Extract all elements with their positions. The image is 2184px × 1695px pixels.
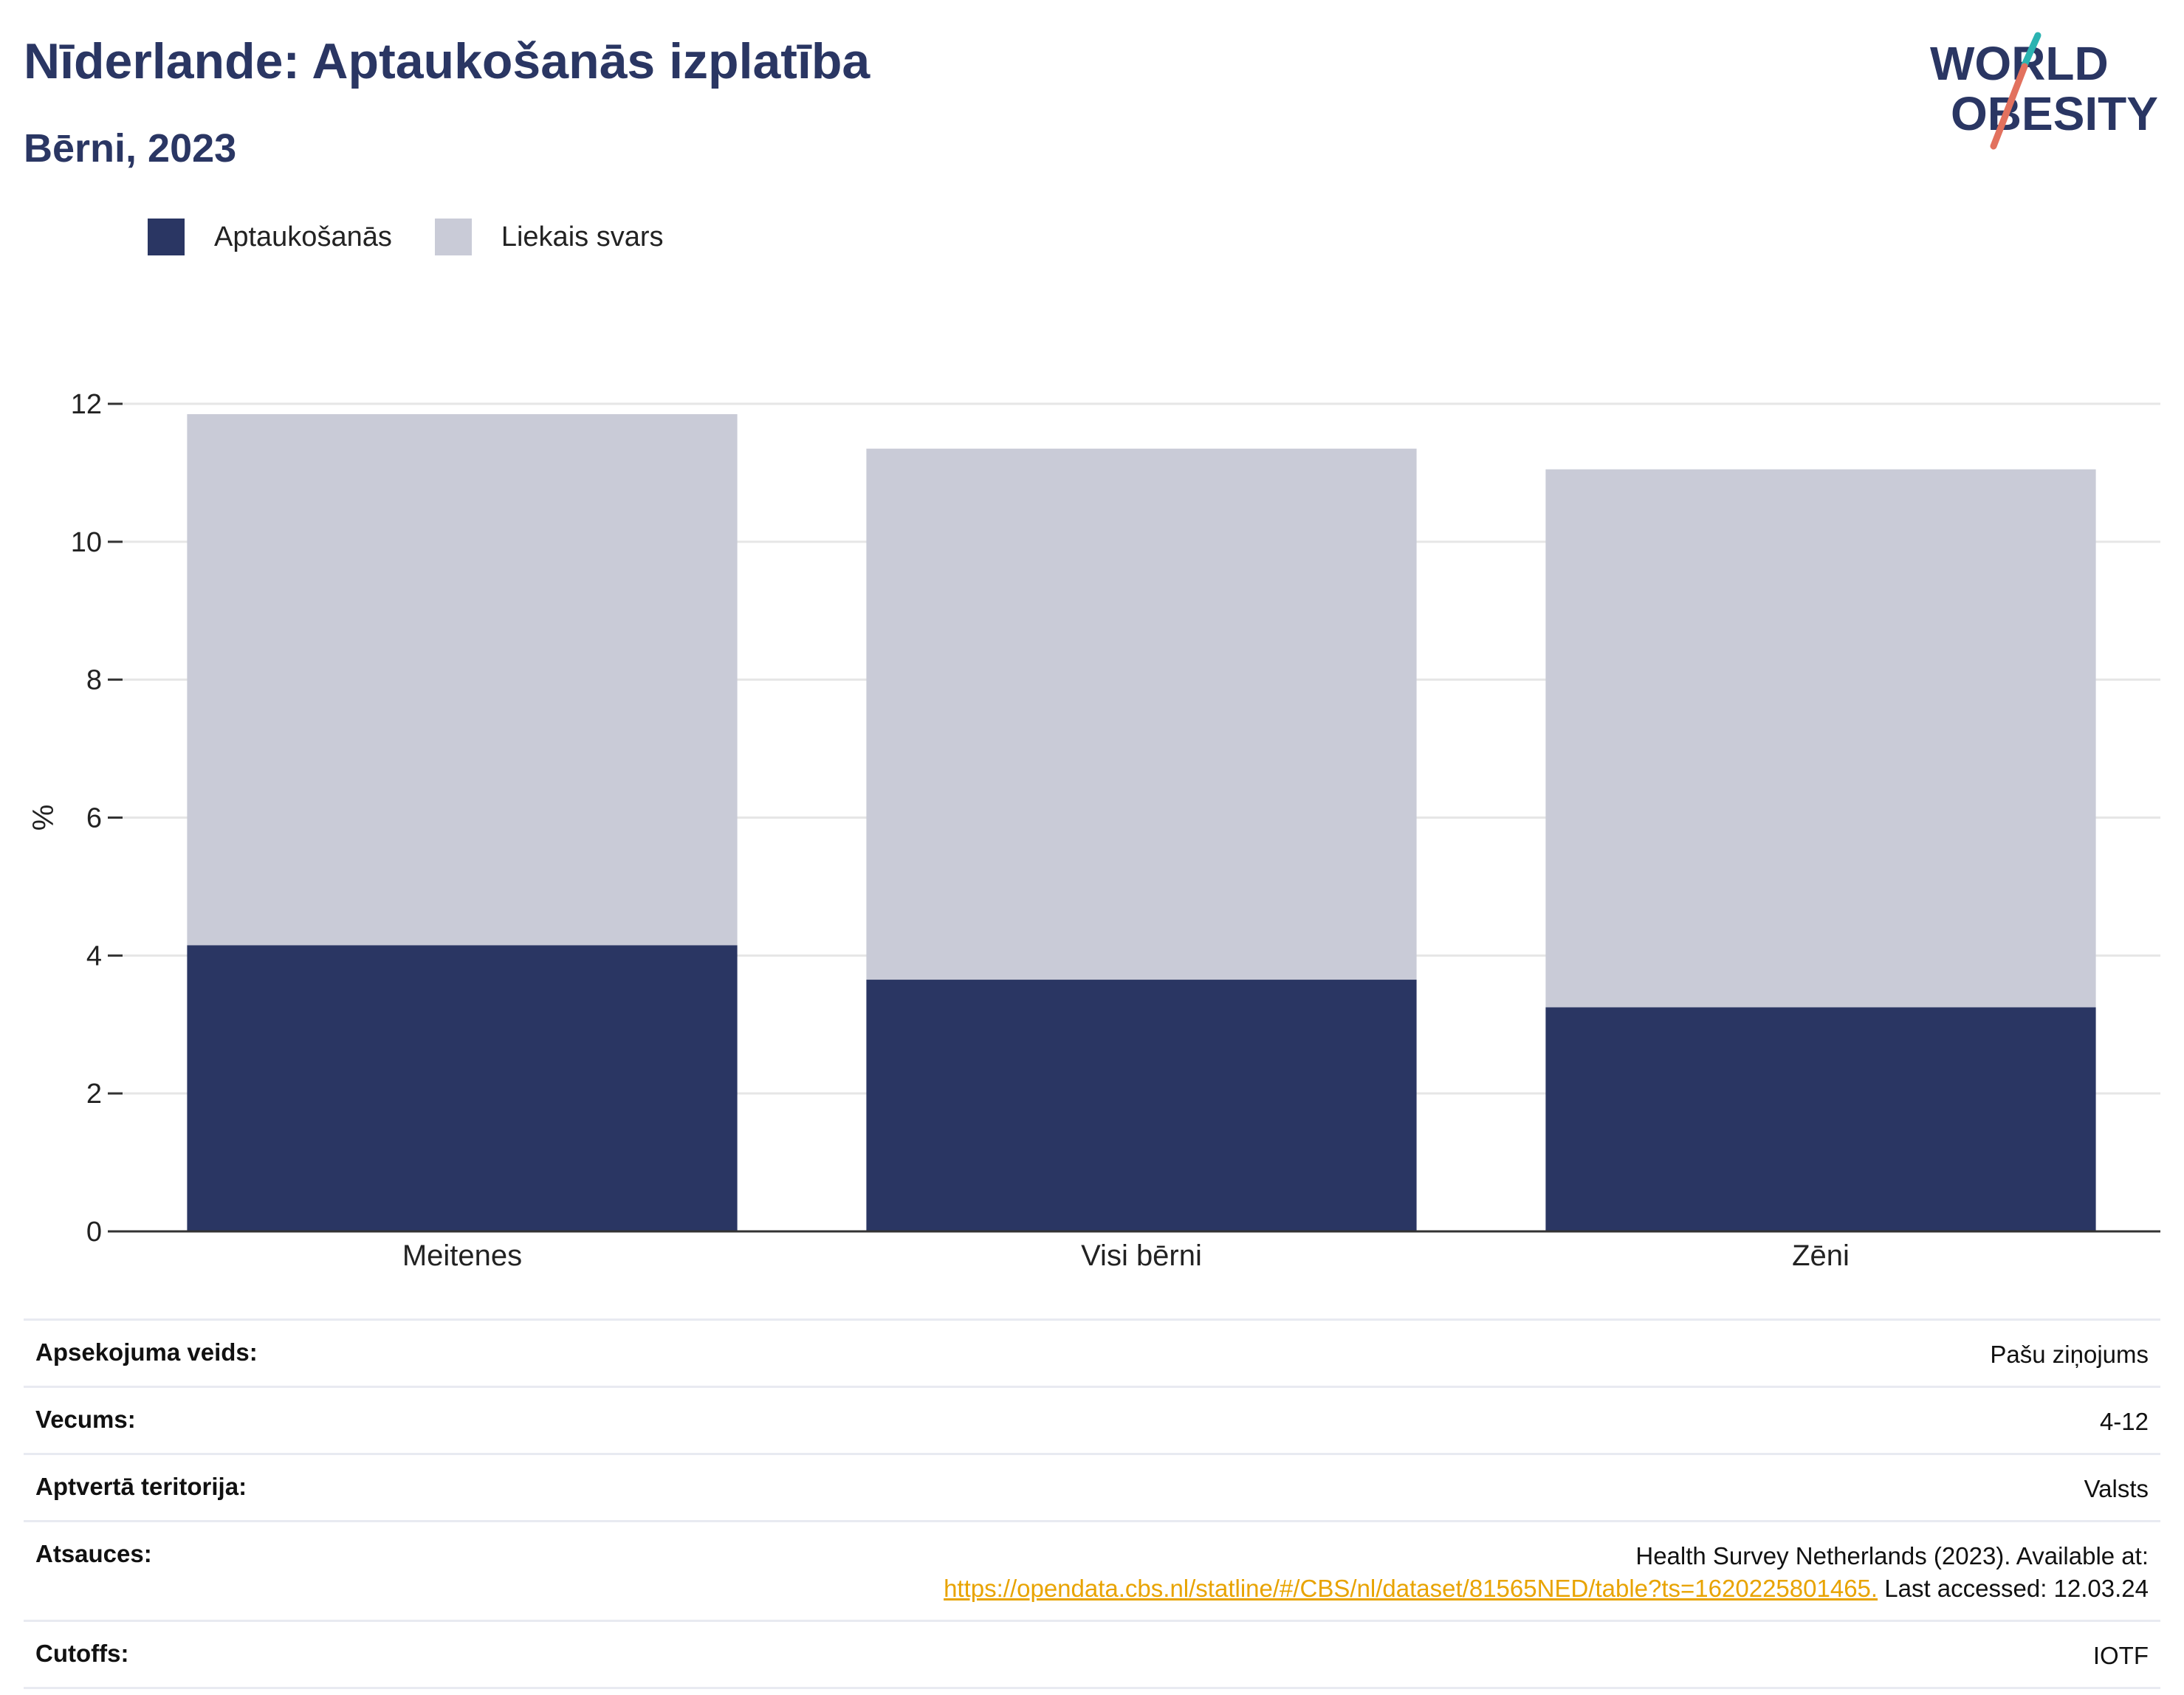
- legend-label-overweight: Liekais svars: [501, 221, 664, 252]
- bar-obesity: [866, 980, 1417, 1231]
- y-tick-label: 6: [86, 803, 102, 834]
- x-tick-label: Zēni: [1792, 1240, 1850, 1272]
- meta-key: Apsekojuma veids:: [35, 1338, 258, 1366]
- bar-overweight: [187, 414, 738, 946]
- meta-row-area: Aptvertā teritorija: Valsts: [24, 1453, 2160, 1520]
- chart-legend: Aptaukošanās Liekais svars: [148, 219, 706, 255]
- x-tick-label: Visi bērni: [1081, 1240, 1202, 1272]
- meta-row-cutoffs: Cutoffs: IOTF: [24, 1620, 2160, 1689]
- bar-obesity: [1545, 1007, 2096, 1231]
- legend-swatch-obesity: [148, 219, 185, 255]
- legend-item-overweight[interactable]: Liekais svars: [434, 219, 664, 255]
- y-tick-label: 12: [71, 389, 102, 420]
- meta-key: Cutoffs:: [35, 1640, 129, 1667]
- logo-text-obesity: OBESITY: [1951, 87, 2158, 140]
- bar-overweight: [866, 448, 1417, 980]
- y-tick-label: 4: [86, 941, 102, 972]
- meta-value: Health Survey Netherlands (2023). Availa…: [944, 1540, 2149, 1605]
- reference-accessed: Last accessed: 12.03.24: [1878, 1575, 2149, 1602]
- meta-row-survey-type: Apsekojuma veids: Pašu ziņojums: [24, 1318, 2160, 1386]
- logo-slash-teal: [2021, 32, 2042, 69]
- metadata-table: Apsekojuma veids: Pašu ziņojums Vecums: …: [24, 1318, 2160, 1689]
- meta-key: Vecums:: [35, 1406, 136, 1433]
- x-tick-label: Meitenes: [402, 1240, 522, 1272]
- bar-obesity: [187, 945, 738, 1231]
- meta-key: Aptvertā teritorija:: [35, 1473, 247, 1500]
- y-axis-label: %: [27, 805, 60, 831]
- y-tick-label: 2: [86, 1079, 102, 1110]
- meta-value: Pašu ziņojums: [1990, 1341, 2149, 1368]
- legend-item-obesity[interactable]: Aptaukošanās: [148, 219, 392, 255]
- legend-label-obesity: Aptaukošanās: [214, 221, 392, 252]
- reference-link[interactable]: https://opendata.cbs.nl/statline/#/CBS/n…: [944, 1575, 1878, 1602]
- y-tick-label: 0: [86, 1217, 102, 1248]
- meta-row-age: Vecums: 4-12: [24, 1386, 2160, 1453]
- meta-value: Valsts: [2084, 1475, 2149, 1502]
- legend-swatch-overweight: [434, 219, 472, 255]
- logo-slash-coral: [1990, 63, 2028, 150]
- reference-text: Health Survey Netherlands (2023). Availa…: [1635, 1542, 2149, 1569]
- page-subtitle: Bērni, 2023: [24, 126, 237, 171]
- page-title: Nīderlande: Aptaukošanās izplatība: [24, 33, 870, 89]
- meta-key: Atsauces:: [35, 1540, 152, 1567]
- y-tick-label: 10: [71, 527, 102, 558]
- world-obesity-logo: WORLD OBESITY: [1930, 32, 2158, 150]
- y-tick-label: 8: [86, 665, 102, 696]
- meta-value: IOTF: [2092, 1642, 2149, 1669]
- meta-value: 4-12: [2099, 1408, 2149, 1435]
- bar-overweight: [1545, 469, 2096, 1008]
- meta-row-references: Atsauces: Health Survey Netherlands (202…: [24, 1520, 2160, 1620]
- bar-chart: 0 2 4 6 8 10 12% Meitenes Visi bērni Zēni: [27, 389, 2160, 1272]
